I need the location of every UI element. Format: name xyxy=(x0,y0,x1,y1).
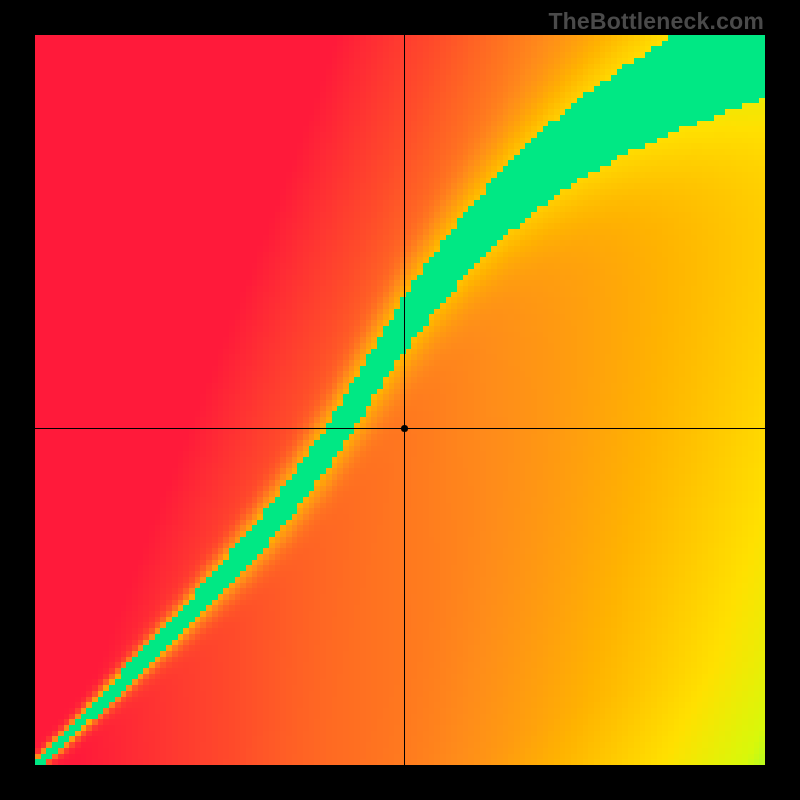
chart-stage: TheBottleneck.com xyxy=(0,0,800,800)
watermark-text: TheBottleneck.com xyxy=(548,8,764,35)
bottleneck-heatmap xyxy=(35,35,765,765)
